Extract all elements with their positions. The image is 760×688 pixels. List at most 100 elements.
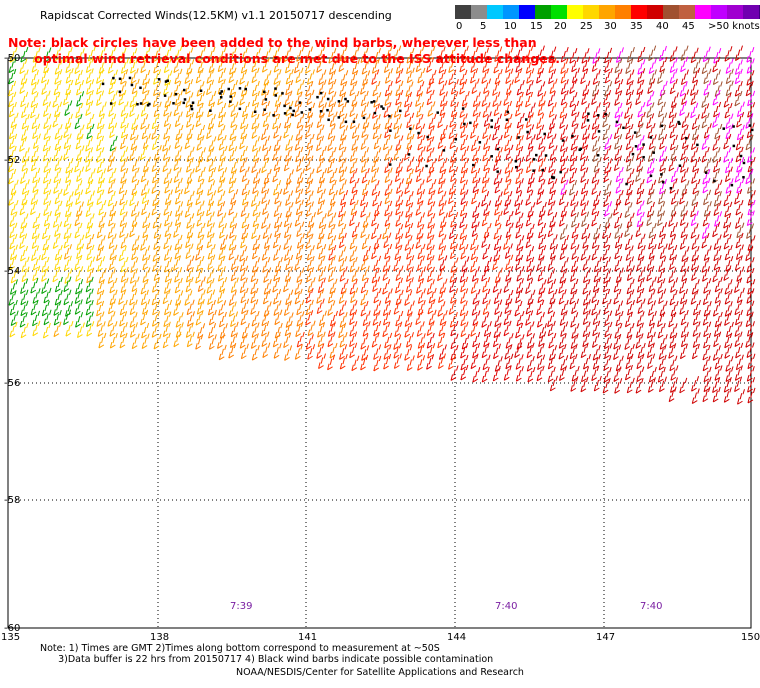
- wind-barb: [64, 201, 73, 218]
- wind-barb: [42, 90, 51, 107]
- wind-barb: [571, 244, 580, 260]
- wind-barb: [536, 45, 545, 62]
- wind-barb: [416, 81, 425, 97]
- wind-barb: [714, 123, 723, 140]
- wind-barb: [602, 276, 611, 293]
- wind-barb: [384, 90, 393, 106]
- wind-barb: [636, 188, 645, 205]
- wind-barb: [549, 375, 558, 392]
- wind-barb: [142, 299, 151, 315]
- wind-barb: [680, 167, 689, 183]
- wind-barb: [426, 333, 435, 349]
- wind-barb: [559, 113, 568, 129]
- wind-barb: [450, 166, 459, 183]
- contamination-marker: [191, 101, 195, 104]
- wind-barb: [208, 323, 217, 339]
- wind-barb: [505, 333, 514, 349]
- contamination-marker: [634, 145, 638, 148]
- contamination-marker: [660, 173, 663, 176]
- wind-barb: [52, 212, 61, 228]
- contamination-marker: [649, 174, 653, 178]
- wind-barb: [604, 343, 613, 359]
- wind-barb: [206, 123, 215, 140]
- wind-barb: [472, 289, 481, 305]
- wind-barb: [184, 202, 193, 218]
- wind-barb: [30, 70, 39, 86]
- wind-barb: [690, 134, 699, 151]
- wind-barb: [406, 67, 415, 84]
- wind-barb: [724, 279, 733, 295]
- wind-barb: [516, 156, 525, 173]
- wind-barb: [208, 190, 217, 206]
- wind-barb: [669, 122, 678, 139]
- wind-barb: [76, 243, 85, 260]
- wind-barb: [493, 57, 502, 74]
- wind-barb: [305, 81, 314, 97]
- wind-barb: [382, 300, 391, 317]
- wind-barb: [206, 200, 215, 217]
- wind-barb: [472, 177, 481, 194]
- wind-barb: [736, 157, 745, 173]
- wind-barb: [637, 233, 646, 250]
- wind-barb: [19, 136, 28, 152]
- wind-barb: [591, 56, 600, 72]
- contamination-marker: [172, 102, 175, 105]
- wind-barb: [648, 276, 657, 293]
- wind-barb: [185, 322, 194, 338]
- wind-barb: [625, 134, 634, 151]
- wind-barb: [294, 91, 303, 108]
- wind-barb: [669, 57, 678, 73]
- wind-barb: [459, 224, 468, 240]
- wind-barb: [86, 190, 95, 207]
- wind-barb: [196, 255, 205, 272]
- wind-barb: [272, 166, 281, 183]
- wind-barb: [349, 256, 358, 273]
- wind-barb: [624, 189, 633, 206]
- wind-barb: [583, 267, 591, 284]
- wind-barb: [438, 191, 447, 207]
- wind-barb: [592, 48, 601, 64]
- wind-barb: [152, 246, 161, 262]
- wind-barb: [174, 234, 183, 251]
- wind-barb: [658, 344, 667, 360]
- wind-barb: [65, 191, 74, 207]
- wind-barb: [9, 321, 18, 338]
- wind-barb: [692, 299, 701, 316]
- wind-barb: [373, 133, 382, 150]
- wind-barb: [725, 366, 734, 382]
- wind-barb: [372, 103, 380, 119]
- wind-barb: [659, 334, 668, 350]
- wind-barb: [703, 157, 712, 174]
- wind-barb: [296, 156, 305, 172]
- wind-barb: [251, 123, 260, 139]
- map-title: Rapidscat Corrected Winds(12.5KM) v1.1 2…: [40, 9, 392, 22]
- wind-barb: [41, 67, 50, 84]
- wind-barb: [329, 111, 338, 128]
- contamination-marker: [118, 77, 122, 81]
- wind-barb: [351, 222, 360, 238]
- wind-barb: [96, 147, 105, 163]
- wind-barb: [725, 178, 734, 194]
- wind-barb: [76, 91, 85, 107]
- wind-barb: [460, 189, 469, 205]
- wind-barb: [428, 113, 437, 130]
- wind-barb: [339, 266, 348, 282]
- wind-barb: [505, 353, 514, 370]
- wind-barb: [120, 58, 129, 74]
- wind-barb: [701, 134, 710, 150]
- wind-barb: [230, 265, 239, 282]
- wind-barb: [493, 288, 502, 305]
- wind-speed-legend-labels: 0 5 10 15 20 25 30 35 40 45 >50 knots: [450, 21, 760, 35]
- wind-barb: [503, 199, 512, 215]
- wind-barb: [657, 210, 666, 227]
- wind-barb: [558, 343, 567, 360]
- wind-barb: [338, 56, 347, 72]
- wind-barb: [636, 287, 645, 304]
- wind-barb: [483, 321, 492, 337]
- wind-barb: [636, 135, 645, 151]
- wind-barb: [251, 345, 260, 361]
- wind-barb: [107, 178, 116, 194]
- wind-barb: [151, 156, 160, 172]
- wind-barb: [86, 267, 95, 284]
